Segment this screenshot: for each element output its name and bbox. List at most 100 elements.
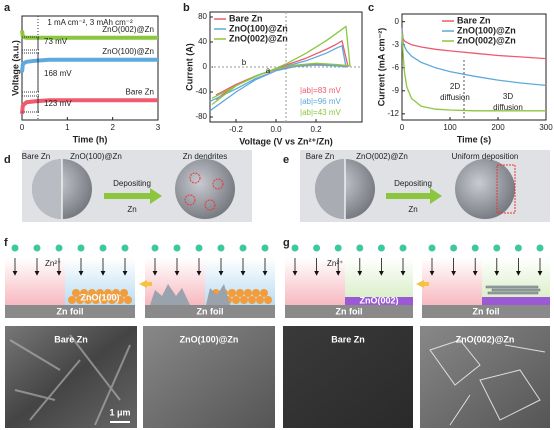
dendrite-mark bbox=[204, 199, 216, 211]
panel-letter: c bbox=[368, 2, 374, 14]
sem-image bbox=[143, 326, 275, 428]
x-tick-label: 1 bbox=[65, 123, 70, 132]
x-tick-label: 200 bbox=[491, 123, 505, 132]
panel-letter: a bbox=[4, 2, 11, 14]
zn-ion bbox=[261, 244, 269, 252]
arrow bbox=[139, 280, 152, 288]
annotation: 2D bbox=[450, 82, 460, 91]
legend-label: Bare Zn bbox=[126, 87, 154, 96]
sem-label: ZnO(002)@Zn bbox=[456, 334, 515, 344]
zn-ion bbox=[377, 244, 385, 252]
x-tick-label: 100 bbox=[443, 123, 457, 132]
y-tick-label: 0 bbox=[203, 62, 208, 71]
x-axis-title: Voltage (V vs Zn²⁺/Zn) bbox=[239, 136, 333, 146]
zn-ion bbox=[471, 244, 479, 252]
x-tick-label: 0 bbox=[20, 123, 25, 132]
foil-label: Zn foil bbox=[336, 306, 363, 316]
annotation: |ab|=96 mV bbox=[300, 97, 342, 106]
sem-texture bbox=[9, 334, 131, 426]
deposit-mark bbox=[496, 164, 516, 214]
series-line bbox=[211, 25, 351, 106]
legend-label: ZnO(100)@Zn bbox=[457, 25, 516, 35]
annotation: 1 mA cm⁻², 3 mAh cm⁻² bbox=[47, 18, 133, 27]
y-axis-title: Voltage (a.u.) bbox=[10, 40, 20, 96]
photo-label: Zn dendrites bbox=[183, 152, 227, 161]
zn-ion bbox=[33, 244, 41, 252]
annotation: b bbox=[242, 58, 247, 67]
annotation: diffusion bbox=[440, 93, 470, 102]
zn-ion bbox=[217, 244, 225, 252]
y-axis-title: Current (mA cm⁻²) bbox=[376, 28, 386, 106]
annotation: 123 mV bbox=[44, 99, 72, 108]
zn-foil bbox=[5, 305, 135, 318]
zn-ion bbox=[313, 244, 321, 252]
zn-ion bbox=[291, 244, 299, 252]
photo-label: Uniform deposition bbox=[452, 152, 519, 161]
zn-ion bbox=[195, 244, 203, 252]
zno-layer bbox=[482, 297, 550, 305]
zno-particles bbox=[68, 289, 132, 304]
zn-ion bbox=[356, 244, 364, 252]
zn-ion bbox=[77, 244, 85, 252]
legend-label: Bare Zn bbox=[229, 13, 263, 23]
foil-label: Zn foil bbox=[57, 306, 84, 316]
y-tick-label: 40 bbox=[198, 37, 207, 46]
x-axis-title: Time (h) bbox=[73, 134, 108, 144]
x-tick-label: 0.0 bbox=[270, 125, 282, 134]
photo-label: ZnO(100)@Zn bbox=[70, 152, 122, 161]
chart: a 0 1 2 3 Time (h) Voltage (a.u.) ZnO(002)@Zn Zn… bbox=[4, 2, 161, 144]
zn-ion bbox=[334, 244, 342, 252]
zn-ion bbox=[99, 244, 107, 252]
legend-label: ZnO(100)@Zn bbox=[102, 47, 154, 56]
panel-g: g ZnO(002) Zn foil Zn²⁺ Zn foil bbox=[283, 237, 550, 318]
panel-letter: e bbox=[283, 154, 289, 166]
zn-plates bbox=[485, 285, 541, 295]
annotation: 73 mV bbox=[44, 37, 68, 46]
zno-layer bbox=[345, 297, 413, 305]
sem-label: ZnO(100)@Zn bbox=[180, 334, 239, 344]
x-tick-label: 0 bbox=[400, 123, 405, 132]
arrow-label: Depositing bbox=[113, 179, 151, 188]
x-tick-label: 3 bbox=[156, 123, 161, 132]
zn-ion bbox=[11, 244, 19, 252]
sem-label: Bare Zn bbox=[54, 334, 88, 344]
zn-ion bbox=[55, 244, 63, 252]
x-tick-label: 300 bbox=[539, 123, 553, 132]
series-line bbox=[20, 98, 158, 115]
panel-f: f ZnO(100) Zn foil Zn²⁺ Zn foil bbox=[4, 237, 275, 318]
bare-half bbox=[315, 159, 345, 219]
legend-label: ZnO(100)@Zn bbox=[229, 23, 288, 33]
legend-label: ZnO(002)@Zn bbox=[102, 25, 154, 34]
zn-ion bbox=[121, 244, 129, 252]
panel-d: d Bare Zn ZnO(100)@Zn Depositing Zn Zn d… bbox=[4, 150, 252, 222]
foil-label: Zn foil bbox=[197, 306, 224, 316]
zn-ion bbox=[151, 244, 159, 252]
annotation: |ab|=43 mV bbox=[300, 108, 342, 117]
y-tick-label: -6 bbox=[392, 63, 400, 72]
x-tick-label: -0.2 bbox=[229, 125, 243, 134]
field bbox=[65, 258, 135, 305]
x-axis-title: Time (s) bbox=[457, 134, 491, 144]
ion-label: Zn²⁺ bbox=[327, 259, 343, 268]
dendrite-mark bbox=[189, 172, 201, 184]
foil-label: Zn foil bbox=[473, 306, 500, 316]
arrow bbox=[386, 188, 442, 204]
y-tick-label: -80 bbox=[195, 112, 207, 121]
photo-label: ZnO(002)@Zn bbox=[356, 152, 408, 161]
layer-label: ZnO(002) bbox=[359, 295, 398, 305]
dendrite-mark bbox=[212, 178, 224, 190]
annotation: 168 mV bbox=[44, 69, 72, 78]
zn-foil bbox=[145, 305, 275, 318]
x-tick-label: 0.2 bbox=[310, 125, 322, 134]
series-line bbox=[401, 27, 547, 60]
field bbox=[422, 258, 482, 305]
arrow bbox=[104, 188, 162, 204]
sem-image bbox=[283, 326, 413, 428]
zn-foil bbox=[422, 305, 550, 318]
zn-ion bbox=[514, 244, 522, 252]
series-line bbox=[401, 33, 546, 112]
zn-ion bbox=[399, 244, 407, 252]
zn-disc bbox=[455, 159, 515, 219]
annotation: 3D bbox=[503, 92, 513, 101]
